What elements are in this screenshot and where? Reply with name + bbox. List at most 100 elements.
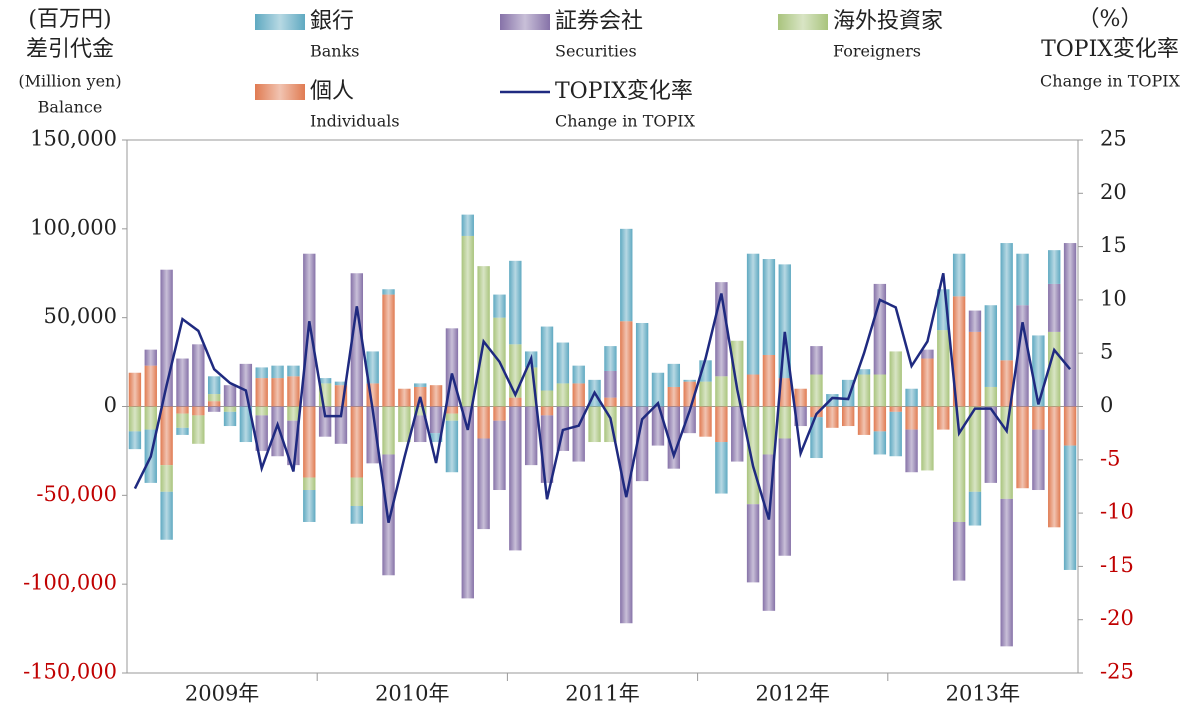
bar xyxy=(540,326,554,391)
bar xyxy=(207,401,221,407)
bar xyxy=(429,385,443,407)
bar xyxy=(984,386,998,407)
y-axis-label: 差引代金 xyxy=(26,37,114,62)
y-tick-label: -100,000 xyxy=(23,571,117,595)
bar xyxy=(255,367,268,379)
bar xyxy=(160,465,173,492)
bar xyxy=(683,406,696,434)
bar xyxy=(493,406,506,421)
y2-tick-label: -5 xyxy=(1100,446,1120,470)
bar xyxy=(683,379,696,382)
bar xyxy=(144,406,157,430)
x-tick-label: 2013年 xyxy=(946,682,1020,706)
bar xyxy=(540,415,554,483)
bar xyxy=(477,438,490,530)
bar xyxy=(207,394,221,402)
bar xyxy=(239,363,253,407)
bar xyxy=(667,386,681,407)
legend-label: TOPIX変化率 xyxy=(555,79,693,104)
bar xyxy=(192,344,205,407)
bar xyxy=(223,385,237,407)
bar xyxy=(128,406,142,432)
bar xyxy=(398,406,411,443)
y2-tick-label: -10 xyxy=(1100,500,1134,524)
bar xyxy=(604,346,617,371)
bar xyxy=(1063,406,1077,446)
bar xyxy=(192,415,205,444)
bar xyxy=(604,370,617,398)
bar xyxy=(715,376,728,407)
y-tick-label: 50,000 xyxy=(44,304,117,328)
topix-line xyxy=(133,272,1072,523)
bar xyxy=(651,406,665,446)
y2-tick-label: 10 xyxy=(1100,286,1127,310)
bar xyxy=(493,420,506,491)
bar xyxy=(176,406,189,414)
legend-label-en: Foreigners xyxy=(833,42,921,61)
bar xyxy=(762,406,776,455)
bar xyxy=(509,344,522,398)
y-tick-label: 100,000 xyxy=(30,215,117,239)
bar xyxy=(287,376,300,407)
bar xyxy=(1032,429,1045,491)
bar xyxy=(620,406,633,624)
bar xyxy=(762,354,776,407)
bar xyxy=(1000,498,1013,647)
bar xyxy=(223,406,237,412)
bar xyxy=(1000,360,1013,407)
bar xyxy=(445,420,459,473)
y2-axis-label: （%） xyxy=(1078,7,1143,32)
legend-label: 個人 xyxy=(310,79,354,104)
bar xyxy=(1032,406,1045,430)
bar xyxy=(176,427,189,435)
bar xyxy=(1016,305,1029,407)
bar xyxy=(287,365,300,377)
legend-swatch xyxy=(255,84,305,100)
bar xyxy=(271,378,284,407)
bar xyxy=(572,365,585,384)
bar xyxy=(952,406,966,522)
bar xyxy=(429,406,443,434)
bar xyxy=(477,406,490,439)
bar xyxy=(144,349,157,366)
bar xyxy=(509,397,522,407)
bar xyxy=(239,406,253,443)
bar xyxy=(414,406,427,416)
bar xyxy=(588,406,601,443)
bar xyxy=(889,411,902,457)
bar xyxy=(746,406,760,505)
bar xyxy=(810,374,823,407)
bar xyxy=(921,406,934,471)
bar xyxy=(620,228,633,322)
bar xyxy=(873,406,887,432)
legend-swatch xyxy=(255,14,305,30)
bar xyxy=(1048,283,1061,332)
bar xyxy=(952,296,966,407)
bar xyxy=(461,406,474,599)
x-tick-label: 2010年 xyxy=(375,682,449,706)
legend-swatch xyxy=(778,14,828,30)
bar xyxy=(952,521,966,581)
y2-tick-label: -25 xyxy=(1100,660,1134,684)
bar xyxy=(857,374,871,407)
y-tick-label: -150,000 xyxy=(23,660,117,684)
bar xyxy=(810,417,823,459)
bar xyxy=(604,397,617,407)
y2-axis-label: TOPIX変化率 xyxy=(1041,37,1179,62)
legend-label: 証券会社 xyxy=(555,9,643,34)
bar xyxy=(540,406,554,416)
bar xyxy=(905,406,918,430)
bar xyxy=(350,273,364,407)
bar xyxy=(778,378,791,407)
bar xyxy=(398,388,411,407)
bar xyxy=(303,490,316,522)
bar xyxy=(1032,335,1045,407)
bar xyxy=(873,283,887,375)
bar xyxy=(176,358,189,407)
bar xyxy=(826,406,839,428)
bar xyxy=(303,406,316,478)
bar xyxy=(128,372,142,407)
y2-tick-label: 0 xyxy=(1100,393,1113,417)
bar xyxy=(810,346,823,375)
bar xyxy=(477,266,490,407)
